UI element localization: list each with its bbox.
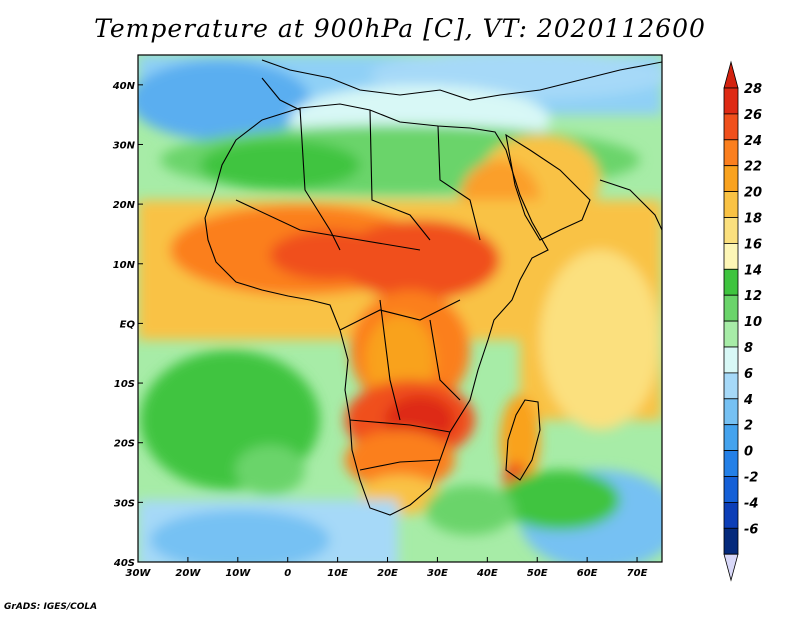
lat-tick-label: 40N: [112, 81, 136, 92]
colorbar-swatch: [723, 165, 739, 192]
lon-tick-label: 20W: [175, 568, 201, 579]
lat-tick-label: EQ: [120, 319, 136, 330]
lat-tick-label: 20N: [113, 200, 136, 211]
colorbar-swatch: [723, 372, 739, 400]
colorbar-top-arrow: [723, 60, 739, 89]
coastlines: [204, 59, 662, 516]
colorbar-level-label: 10: [744, 315, 762, 330]
colorbar-level-label: 18: [744, 212, 762, 227]
colorbar-level-label: 26: [744, 108, 762, 123]
colorbar-level-label: -2: [744, 471, 758, 486]
lon-tick-label: 40E: [476, 568, 498, 579]
lat-tick-label: 10S: [114, 379, 135, 390]
lat-tick-label: 30S: [114, 498, 135, 509]
colorbar-swatch: [723, 424, 739, 452]
colorbar-bottom-arrow: [723, 553, 739, 582]
colorbar-swatch: [723, 398, 739, 426]
colorbar-swatch: [723, 242, 739, 270]
colorbar-level-label: 14: [744, 263, 762, 278]
grads-credit: GrADS: IGES/COLA: [4, 602, 98, 612]
temperature-field: [138, 55, 662, 562]
lat-tick-label: 30N: [113, 140, 136, 151]
colorbar-swatch: [723, 527, 739, 555]
colorbar-swatch: [723, 346, 739, 374]
colorbar-level-label: 0: [744, 445, 753, 460]
colorbar-swatch: [723, 191, 739, 218]
colorbar-swatch: [723, 217, 739, 244]
colorbar-level-label: 24: [744, 134, 762, 149]
colorbar-swatch: [723, 450, 739, 477]
lon-tick-label: 0: [284, 568, 291, 579]
lon-tick-label: 70E: [627, 568, 648, 579]
colorbar-level-label: 2: [744, 419, 753, 434]
colorbar-level-label: 4: [743, 393, 753, 408]
colorbar-level-label: 8: [744, 341, 753, 356]
lon-tick-label: 50E: [527, 568, 548, 579]
latitude-axis: 40N 30N 20N 10N EQ 10S 20S 30S 40S: [112, 81, 143, 569]
longitude-axis: 30W 20W 10W 0 10E 20E 30E 40E 50E 60E 70E: [126, 557, 648, 579]
colorbar-level-label: 12: [744, 289, 762, 304]
colorbar-level-label: 6: [744, 367, 753, 382]
lat-tick-label: 40S: [113, 558, 135, 569]
colorbar-level-label: -6: [744, 522, 758, 537]
colorbar-level-label: 20: [744, 186, 762, 201]
lat-tick-label: 10N: [113, 260, 136, 271]
colorbar-swatch: [723, 501, 739, 529]
lon-tick-label: 30W: [126, 568, 152, 579]
lon-tick-label: 30E: [427, 568, 448, 579]
lon-tick-label: 20E: [377, 568, 398, 579]
lat-tick-label: 20S: [114, 439, 135, 450]
colorbar-swatch: [723, 113, 739, 141]
lon-tick-label: 10E: [327, 568, 348, 579]
colorbar-swatch: [723, 320, 739, 348]
colorbar-level-label: -4: [744, 496, 758, 511]
plot-frame: [137, 54, 663, 563]
colorbar-swatch: [723, 294, 739, 322]
colorbar-level-label: 28: [744, 82, 762, 97]
colorbar-swatch: [723, 87, 739, 115]
lon-tick-label: 60E: [577, 568, 598, 579]
colorbar-swatch: [723, 139, 739, 167]
colorbar-swatch: [723, 476, 739, 503]
lon-tick-label: 10W: [225, 568, 251, 579]
colorbar-level-label: 16: [744, 237, 762, 252]
colorbar-swatch: [723, 268, 739, 296]
map-title: Temperature at 900hPa [C], VT: 202011260…: [94, 14, 706, 43]
colorbar-level-label: 22: [744, 160, 762, 175]
